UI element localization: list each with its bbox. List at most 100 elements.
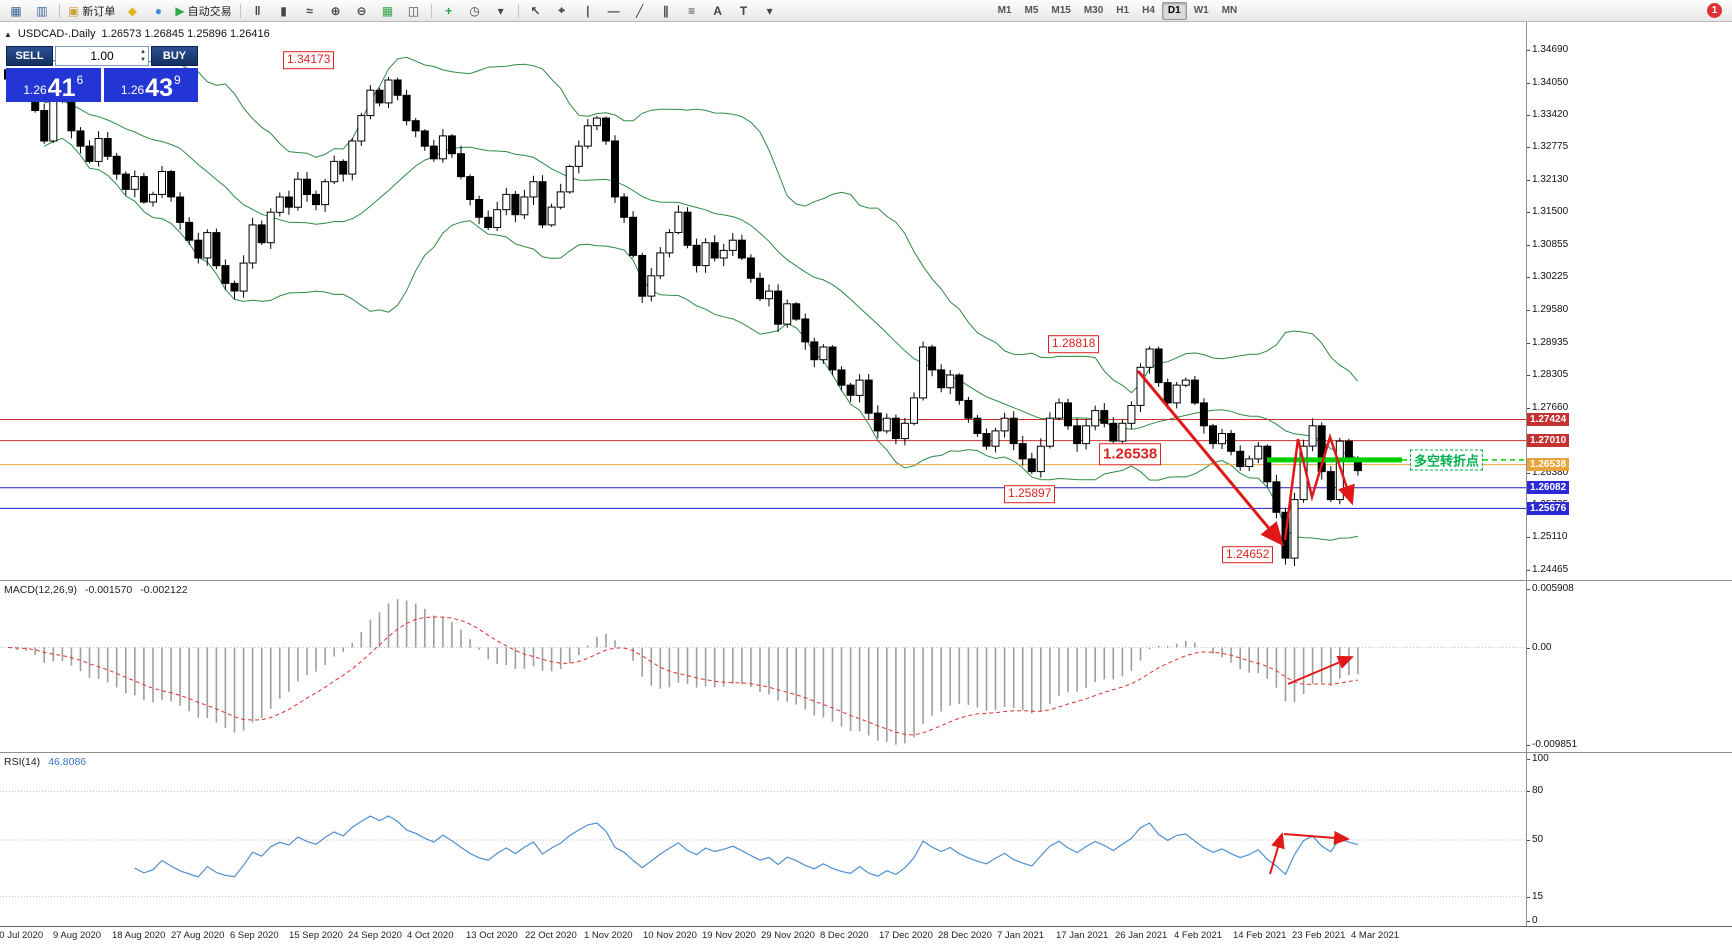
price-callout[interactable]: 1.25897 bbox=[1004, 485, 1056, 503]
rsi-chart[interactable] bbox=[0, 753, 1526, 925]
rsi-axis-tickmark bbox=[1526, 759, 1530, 760]
rsi-axis-tick: 100 bbox=[1532, 753, 1549, 764]
pivot-label[interactable]: 多空转折点 bbox=[1410, 449, 1484, 471]
spinner-up-icon[interactable]: ▲ bbox=[140, 49, 146, 55]
price-axis-tick: 1.32130 bbox=[1532, 174, 1569, 186]
periods-icon-glyph: ◷ bbox=[469, 3, 480, 18]
spinner-down-icon[interactable]: ▼ bbox=[140, 57, 146, 63]
autotrading-button-label: 自动交易 bbox=[187, 5, 232, 18]
zoom-out-icon[interactable]: ⊖ bbox=[350, 1, 374, 21]
price-axis-tickmark bbox=[1526, 114, 1530, 116]
volume-spinner[interactable]: ▲ ▼ bbox=[140, 48, 146, 64]
new-order-button-label: 新订单 bbox=[82, 5, 116, 18]
price-axis-tickmark bbox=[1526, 50, 1530, 51]
time-axis-label: 22 Oct 2020 bbox=[525, 930, 577, 941]
time-axis-label: 9 Aug 2020 bbox=[53, 930, 102, 941]
timeframe-m5[interactable]: M5 bbox=[1024, 4, 1039, 16]
sell-price-sup: 6 bbox=[76, 73, 84, 87]
bar-chart-type-icon-glyph: ‖ bbox=[254, 3, 261, 18]
cursor-icon[interactable]: ↖ bbox=[524, 1, 548, 21]
candlestick-chart[interactable] bbox=[0, 22, 1526, 580]
zoom-in-icon-glyph: ⊕ bbox=[330, 3, 341, 18]
cascade-windows-icon[interactable]: ◫ bbox=[402, 1, 426, 21]
crosshair-icon-glyph: ⌖ bbox=[558, 3, 565, 17]
time-axis-label: 23 Feb 2021 bbox=[1292, 930, 1346, 941]
timeframe-h4[interactable]: H4 bbox=[1142, 4, 1155, 16]
rsi-panel[interactable]: RSI(14) 46.8086 100 80 50 15 0 bbox=[0, 752, 1732, 926]
macd-value-2: -0.002122 bbox=[140, 584, 188, 596]
time-axis-label: 28 Dec 2020 bbox=[938, 930, 992, 941]
sell-price-button[interactable]: 1.26 41 6 bbox=[6, 68, 101, 102]
timeframe-m15[interactable]: M15 bbox=[1051, 4, 1071, 16]
shapes-icon-glyph: ▾ bbox=[766, 3, 773, 18]
fibonacci-icon[interactable]: ≡ bbox=[680, 1, 704, 21]
text-tool-icon[interactable]: A bbox=[706, 1, 730, 21]
time-axis-label: 15 Sep 2020 bbox=[289, 930, 343, 941]
timeframe-w1[interactable]: W1 bbox=[1193, 4, 1209, 16]
crosshair-icon[interactable]: ⌖ bbox=[550, 1, 574, 21]
community-icon-glyph: ● bbox=[154, 3, 162, 18]
autotrading-button[interactable]: ▶ 自动交易 bbox=[172, 1, 234, 21]
price-callout[interactable]: 1.34173 bbox=[283, 51, 335, 69]
templates-icon[interactable]: ▾ bbox=[489, 1, 513, 21]
macd-label-row: MACD(12,26,9) -0.001570 -0.002122 bbox=[4, 584, 188, 596]
timeframe-d1[interactable]: D1 bbox=[1161, 1, 1187, 20]
time-axis-label: 17 Jan 2021 bbox=[1056, 930, 1109, 941]
tile-windows-icon[interactable]: ▦ bbox=[376, 1, 400, 21]
toolbar: ▦ ▥ ▣ 新订单 ◆ ● ▶ 自动交易 ‖ ▮ ≈ ⊕ ⊖ ▦ ◫ + ◷ ▾ ↖ ⌖ ∣ ― ╱ ∥ ≡ A T ▾ M1 M5 M1… bbox=[0, 0, 1732, 22]
channel-icon[interactable]: ∥ bbox=[654, 1, 678, 21]
price-axis-tick: 1.33420 bbox=[1532, 108, 1569, 120]
channel-icon-glyph: ∥ bbox=[662, 3, 669, 18]
price-axis-tickmark bbox=[1526, 570, 1530, 571]
macd-axis-tick: 0.005908 bbox=[1532, 583, 1574, 594]
new-chart-icon[interactable]: ▦ bbox=[4, 1, 28, 21]
line-chart-type-icon[interactable]: ≈ bbox=[298, 1, 322, 21]
horizontal-line-icon[interactable]: ― bbox=[602, 1, 626, 21]
indicators-icon-glyph: + bbox=[445, 3, 453, 18]
price-axis-tickmark bbox=[1526, 82, 1530, 84]
buy-price-button[interactable]: 1.26 43 9 bbox=[103, 68, 198, 102]
time-axis-label: 30 Jul 2020 bbox=[0, 930, 44, 941]
price-axis-tickmark bbox=[1526, 277, 1530, 279]
main-chart-panel[interactable]: ▲ USDCAD-.Daily 1.26573 1.26845 1.25896 … bbox=[0, 22, 1732, 580]
buy-price-sup: 9 bbox=[173, 73, 181, 87]
horizontal-line-icon-glyph: ― bbox=[607, 3, 620, 18]
candlestick-chart-type-icon[interactable]: ▮ bbox=[272, 1, 296, 21]
indicators-icon[interactable]: + bbox=[437, 1, 461, 21]
label-tool-icon-glyph: T bbox=[739, 3, 748, 18]
trendline-icon-glyph: ╱ bbox=[635, 3, 644, 18]
chart-profiles-icon[interactable]: ▥ bbox=[30, 1, 54, 21]
label-tool-icon[interactable]: T bbox=[732, 1, 756, 21]
price-axis-tick: 1.24465 bbox=[1532, 564, 1569, 575]
periods-icon[interactable]: ◷ bbox=[463, 1, 487, 21]
timeframe-mn[interactable]: MN bbox=[1221, 4, 1238, 16]
new-order-button[interactable]: ▣ 新订单 bbox=[65, 1, 118, 21]
macd-panel[interactable]: MACD(12,26,9) -0.001570 -0.002122 0.0059… bbox=[0, 580, 1732, 752]
text-tool-icon-glyph: A bbox=[713, 3, 722, 18]
price-callout[interactable]: 1.24652 bbox=[1222, 545, 1274, 564]
community-icon[interactable]: ● bbox=[146, 1, 170, 21]
timeframe-m1[interactable]: M1 bbox=[997, 4, 1012, 16]
price-callout[interactable]: 1.26538 bbox=[1099, 443, 1162, 466]
trendline-icon[interactable]: ╱ bbox=[628, 1, 652, 21]
autotrading-button-glyph: ▶ bbox=[175, 3, 185, 18]
sell-button[interactable]: SELL bbox=[6, 46, 53, 66]
timeframe-m30[interactable]: M30 bbox=[1083, 4, 1104, 16]
tile-windows-icon-glyph: ▦ bbox=[381, 3, 394, 18]
notification-badge[interactable]: 1 bbox=[1707, 3, 1722, 18]
volume-input[interactable]: 1.00 ▲ ▼ bbox=[55, 46, 149, 66]
bar-chart-type-icon[interactable]: ‖ bbox=[246, 1, 270, 21]
zoom-in-icon[interactable]: ⊕ bbox=[324, 1, 348, 21]
price-axis-tick: 1.34050 bbox=[1532, 76, 1569, 88]
buy-button[interactable]: BUY bbox=[151, 46, 198, 66]
vertical-line-icon[interactable]: ∣ bbox=[576, 1, 600, 21]
price-badge: 1.27424 bbox=[1527, 413, 1570, 426]
time-axis[interactable]: 30 Jul 2020 9 Aug 2020 18 Aug 2020 27 Aug 2… bbox=[0, 926, 1732, 945]
price-callout[interactable]: 1.28818 bbox=[1048, 335, 1100, 353]
shapes-icon[interactable]: ▾ bbox=[758, 1, 782, 21]
rsi-axis-tick: 50 bbox=[1532, 834, 1544, 845]
time-axis-label: 10 Nov 2020 bbox=[643, 930, 697, 941]
metaeditor-icon[interactable]: ◆ bbox=[120, 1, 144, 21]
timeframe-h1[interactable]: H1 bbox=[1116, 4, 1130, 16]
macd-chart[interactable] bbox=[0, 581, 1526, 751]
